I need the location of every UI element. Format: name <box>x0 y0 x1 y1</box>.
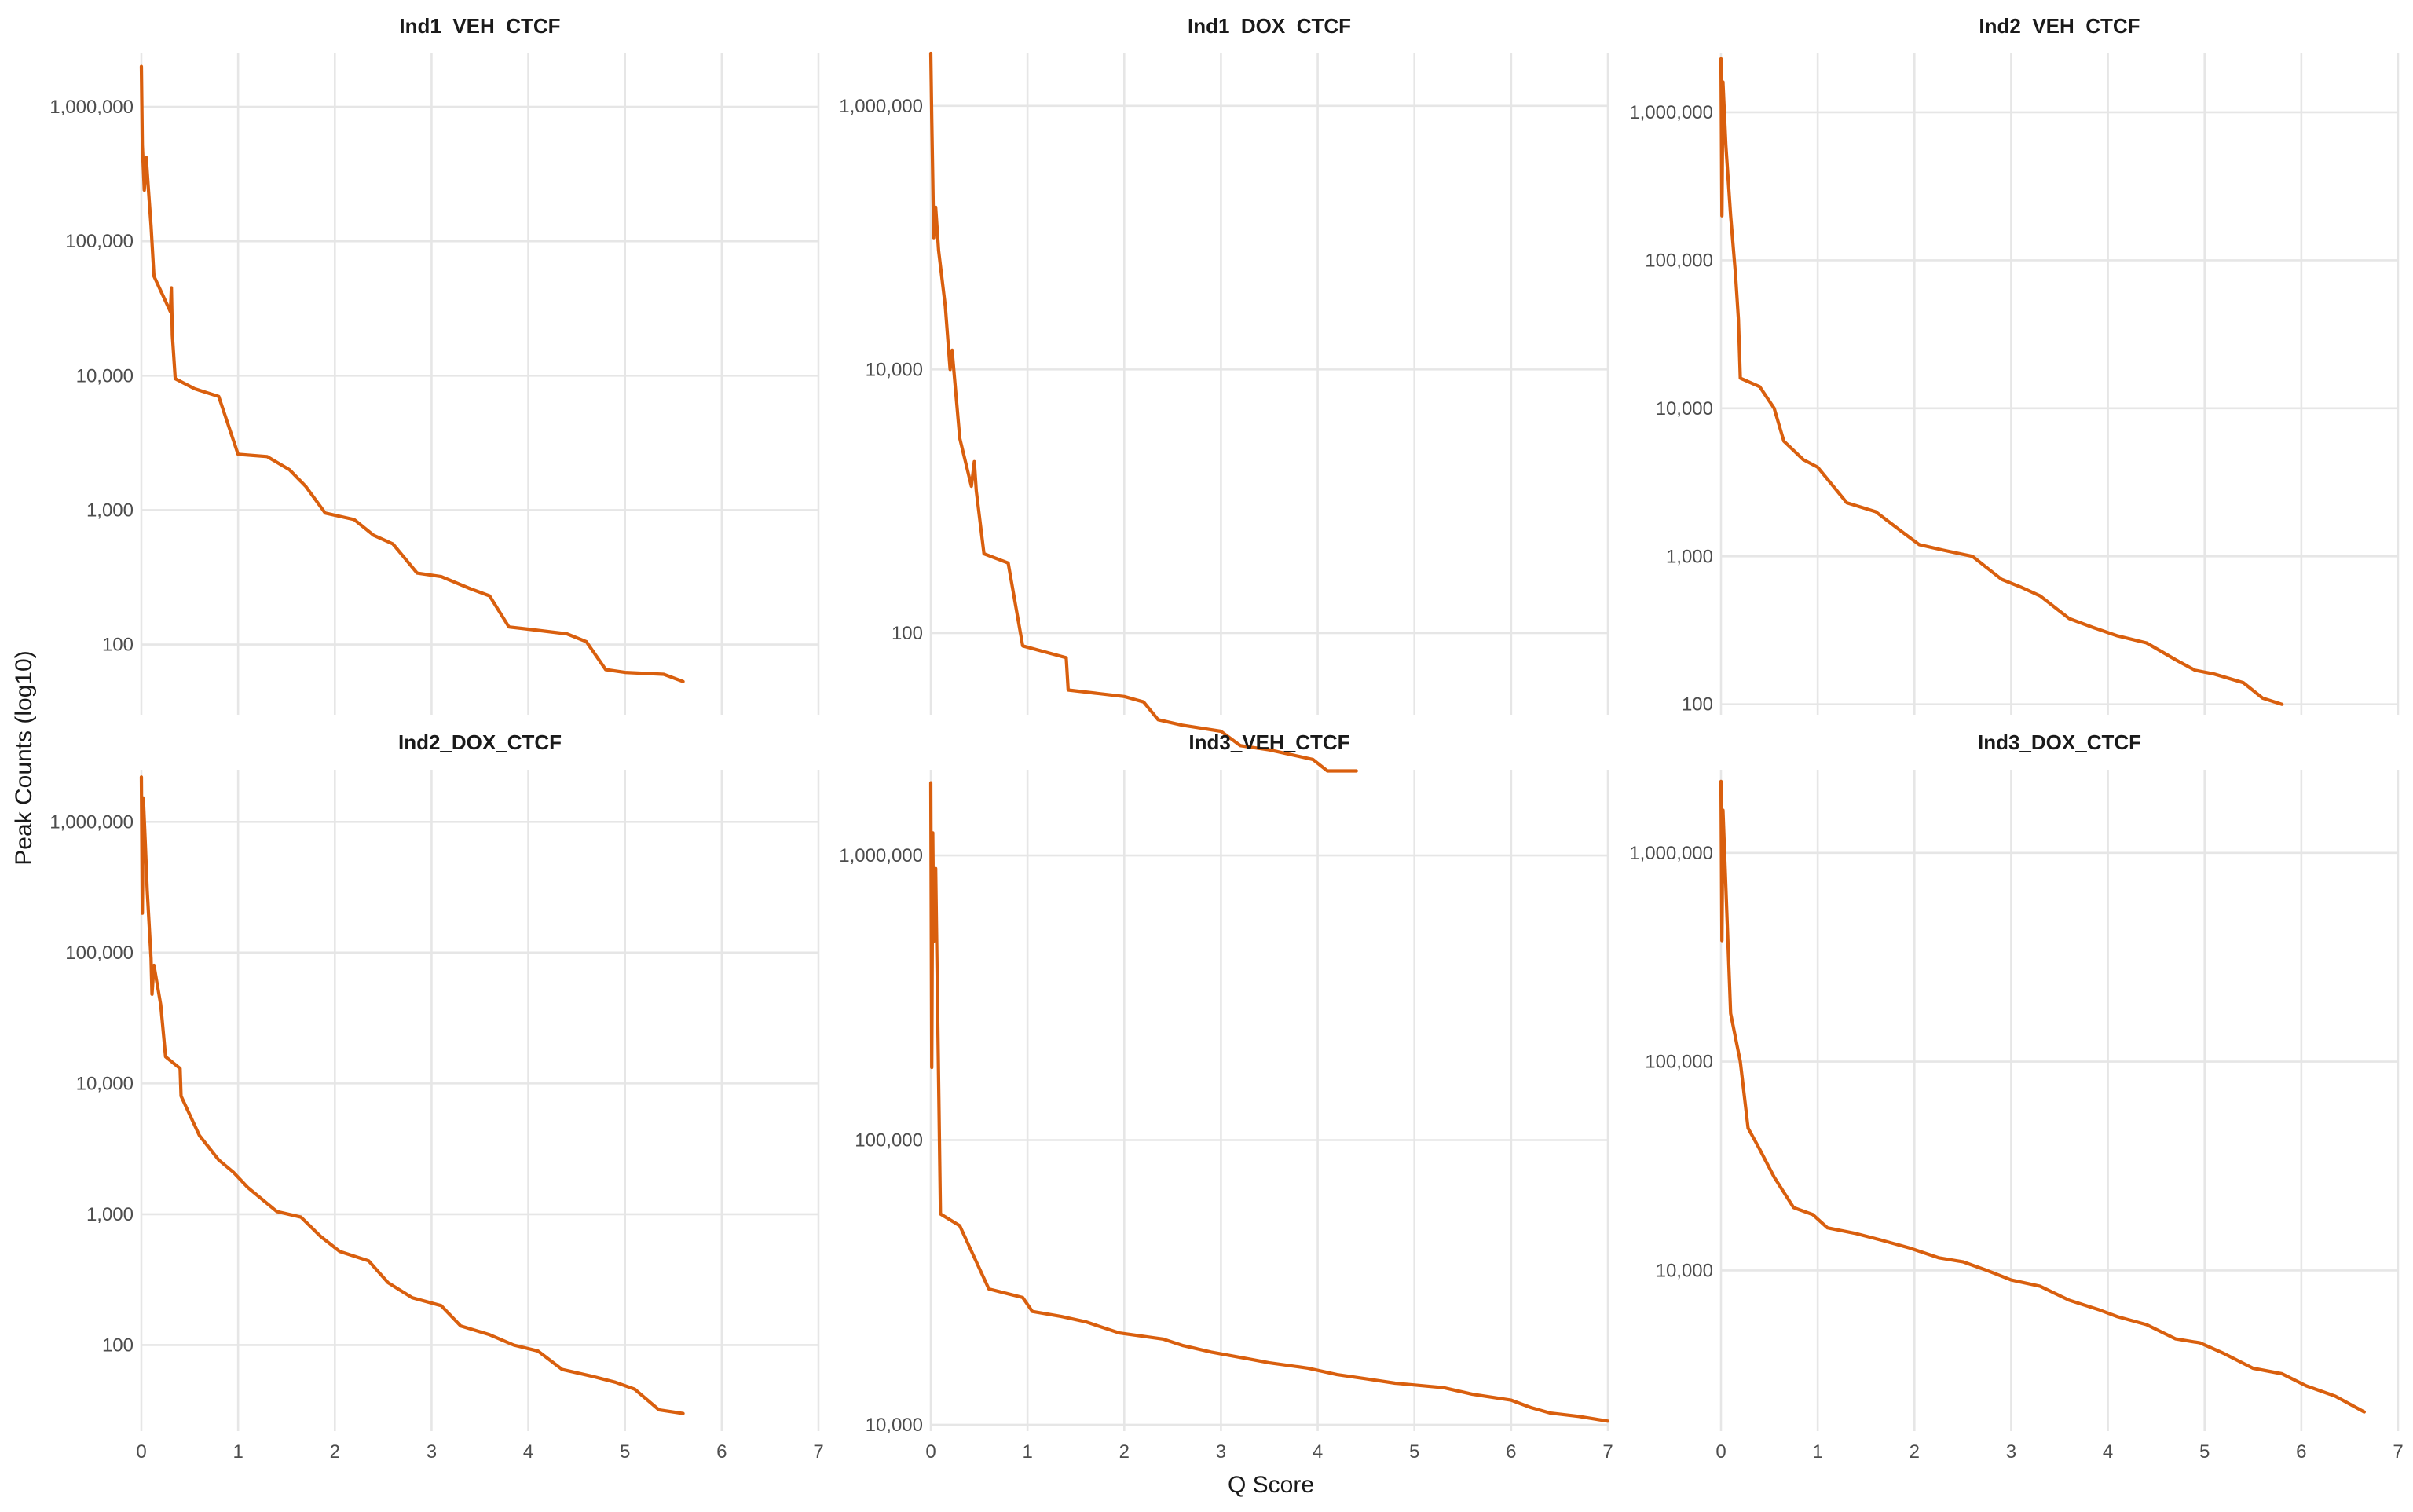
panel-ind3-dox-ctcf: 10,000 100,000 1,000,000 0 1 2 3 4 5 6 7 Ind3_DOX_C… <box>1629 730 2403 1463</box>
y-tick-label: 1,000,000 <box>1629 102 1713 123</box>
x-tick-label: 6 <box>716 1441 727 1463</box>
panel-title: Ind3_VEH_CTCF <box>1188 730 1349 754</box>
y-tick-label: 100 <box>892 623 923 644</box>
y-tick-label: 100 <box>102 635 134 656</box>
series-line-ind2-veh-ctcf <box>1719 57 2284 706</box>
series-line-ind3-veh-ctcf <box>928 781 1610 1423</box>
y-tick-label: 10,000 <box>76 1073 134 1094</box>
series-line-ind2-dox-ctcf <box>139 775 685 1415</box>
x-tick-label: 6 <box>2296 1441 2306 1463</box>
panel-ind1-veh-ctcf: 100 1,000 10,000 100,000 1,000,000 Ind1_VEH_C… <box>49 14 820 715</box>
x-tick-label: 1 <box>233 1441 243 1463</box>
x-tick-label: 2 <box>330 1441 340 1463</box>
panel-title: Ind1_VEH_CTCF <box>399 14 560 38</box>
x-tick-label: 4 <box>523 1441 533 1463</box>
y-tick-label: 1,000 <box>1666 546 1713 567</box>
x-tick-label: 7 <box>813 1441 823 1463</box>
y-tick-label: 1,000,000 <box>839 845 923 866</box>
y-tick-label: 1,000,000 <box>49 811 134 833</box>
y-axis-title: Peak Counts (log10) <box>11 650 37 866</box>
panel-title: Ind1_DOX_CTCF <box>1188 14 1351 38</box>
y-tick-label: 100 <box>102 1334 134 1356</box>
panel-ind1-dox-ctcf: 100 10,000 1,000,000 Ind1_DOX_CTCF <box>839 14 1609 773</box>
y-tick-label: 1,000 <box>86 500 134 521</box>
x-tick-label: 5 <box>1409 1441 1419 1463</box>
panel-title: Ind2_VEH_CTCF <box>1979 14 2140 38</box>
y-tick-label: 100 <box>1682 694 1713 716</box>
series-line-ind1-dox-ctcf <box>928 51 1358 773</box>
y-tick-label: 100,000 <box>855 1130 923 1151</box>
y-tick-label: 100,000 <box>1645 1052 1713 1073</box>
y-tick-label: 1,000,000 <box>1629 843 1713 864</box>
y-tick-label: 10,000 <box>866 359 923 380</box>
panel-title: Ind2_DOX_CTCF <box>398 730 562 754</box>
y-tick-label: 100,000 <box>65 943 134 964</box>
x-tick-label: 3 <box>1216 1441 1226 1463</box>
y-tick-label: 1,000,000 <box>839 96 923 117</box>
panel-ind2-veh-ctcf: 100 1,000 10,000 100,000 1,000,000 Ind2_VEH_C… <box>1629 14 2400 716</box>
y-tick-label: 10,000 <box>1656 1260 1713 1281</box>
series-line-ind3-dox-ctcf <box>1719 779 2366 1414</box>
x-tick-label: 5 <box>2199 1441 2210 1463</box>
y-tick-label: 10,000 <box>866 1415 923 1436</box>
y-tick-label: 100,000 <box>65 231 134 252</box>
x-tick-label: 1 <box>1022 1441 1032 1463</box>
y-tick-label: 1,000 <box>86 1204 134 1225</box>
x-tick-label: 2 <box>1119 1441 1130 1463</box>
x-tick-label: 3 <box>427 1441 437 1463</box>
series-line-ind1-veh-ctcf <box>139 64 685 683</box>
panels-layer: 1001,00010,000100,0001,000,000Ind1_VEH_C… <box>49 14 2403 1463</box>
panel-title: Ind3_DOX_CTCF <box>1978 730 2141 754</box>
x-tick-label: 0 <box>136 1441 146 1463</box>
x-tick-label: 3 <box>2006 1441 2016 1463</box>
x-tick-label: 0 <box>925 1441 936 1463</box>
y-tick-label: 1,000,000 <box>49 97 134 118</box>
x-tick-label: 4 <box>2103 1441 2113 1463</box>
y-tick-label: 10,000 <box>76 365 134 386</box>
x-tick-label: 7 <box>2393 1441 2403 1463</box>
y-tick-label: 10,000 <box>1656 398 1713 419</box>
x-tick-label: 7 <box>1602 1441 1613 1463</box>
x-tick-label: 1 <box>1812 1441 1822 1463</box>
x-tick-label: 6 <box>1506 1441 1516 1463</box>
x-axis-title: Q Score <box>1228 1472 1314 1498</box>
panel-ind2-dox-ctcf: 100 1,000 10,000 100,000 1,000,000 0 1 2 3 4 5 6 7 In… <box>49 730 823 1463</box>
x-tick-label: 5 <box>620 1441 630 1463</box>
x-tick-label: 4 <box>1313 1441 1323 1463</box>
panel-ind3-veh-ctcf: 10,000 100,000 1,000,000 0 1 2 3 4 5 6 7 Ind3_VEH_C… <box>839 730 1613 1463</box>
y-tick-label: 100,000 <box>1645 250 1713 271</box>
x-tick-label: 2 <box>1910 1441 1920 1463</box>
x-tick-label: 0 <box>1715 1441 1726 1463</box>
